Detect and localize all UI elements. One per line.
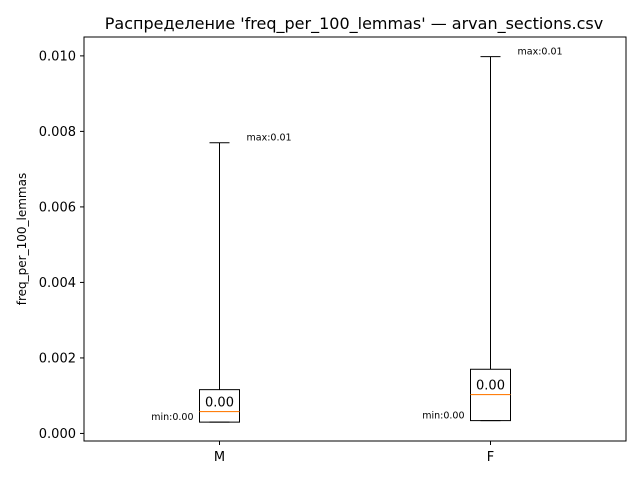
min-annotation: min:0.00 [422, 411, 464, 422]
box-m: 0.00 min:0.00 max:0.01 [151, 133, 291, 423]
box-series: 0.00 min:0.00 max:0.01 0.00 min:0.00 max:0.01 [151, 47, 562, 423]
min-annotation: min:0.00 [151, 412, 193, 423]
median-label: 0.00 [205, 396, 234, 411]
median-label: 0.00 [476, 379, 505, 394]
y-tick-label: 0.008 [39, 125, 76, 140]
y-axis: 0.000 0.002 0.004 0.006 0.008 0.010 [39, 49, 84, 442]
chart-title: Распределение 'freq_per_100_lemmas' — ar… [105, 14, 603, 34]
y-axis-label: freq_per_100_lemmas [15, 173, 29, 305]
x-tick-label: F [487, 450, 494, 465]
iqr-box [199, 389, 240, 423]
plot-area [83, 36, 627, 442]
box-f: 0.00 min:0.00 max:0.01 [422, 47, 562, 422]
max-annotation: max:0.01 [518, 47, 563, 58]
y-tick-label: 0.002 [39, 351, 76, 366]
y-tick-label: 0.004 [39, 276, 76, 291]
x-tick-label: M [214, 450, 225, 465]
max-annotation: max:0.01 [247, 133, 292, 144]
y-tick-label: 0.006 [39, 200, 76, 215]
y-tick-label: 0.000 [39, 427, 76, 442]
y-tick-label: 0.010 [39, 49, 76, 64]
